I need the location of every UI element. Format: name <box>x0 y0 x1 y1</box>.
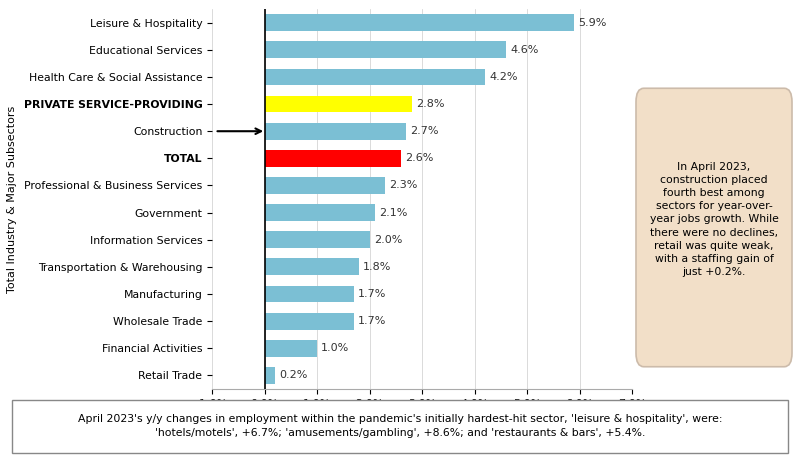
Bar <box>265 340 317 357</box>
Text: 0.2%: 0.2% <box>279 370 307 380</box>
Bar <box>265 177 386 194</box>
Bar <box>265 367 275 384</box>
Text: 4.6%: 4.6% <box>510 45 538 55</box>
Text: 2.6%: 2.6% <box>406 153 434 163</box>
Bar <box>265 14 574 31</box>
Text: 1.8%: 1.8% <box>363 262 391 272</box>
Text: 2.7%: 2.7% <box>410 126 439 136</box>
Bar <box>265 313 354 329</box>
Text: 4.2%: 4.2% <box>490 72 518 82</box>
Text: 2.3%: 2.3% <box>390 181 418 191</box>
Bar <box>265 96 411 112</box>
Text: 2.1%: 2.1% <box>379 207 407 217</box>
Text: 1.7%: 1.7% <box>358 316 386 326</box>
Bar <box>265 231 370 248</box>
Text: 2.0%: 2.0% <box>374 235 402 245</box>
Text: 2.8%: 2.8% <box>416 99 444 109</box>
Text: 1.0%: 1.0% <box>321 344 350 354</box>
Bar <box>265 69 485 86</box>
Text: April 2023's y/y changes in employment within the pandemic's initially hardest-h: April 2023's y/y changes in employment w… <box>78 414 722 438</box>
X-axis label: Y/Y % Change in Number of Jobs: Y/Y % Change in Number of Jobs <box>321 417 523 430</box>
Bar <box>265 150 401 167</box>
Bar <box>265 41 506 58</box>
Bar <box>265 123 406 140</box>
Text: In April 2023,
construction placed
fourth best among
sectors for year-over-
year: In April 2023, construction placed fourt… <box>650 162 778 277</box>
Bar <box>265 258 359 275</box>
Y-axis label: Total Industry & Major Subsectors: Total Industry & Major Subsectors <box>6 106 17 293</box>
Text: 5.9%: 5.9% <box>578 18 607 28</box>
Text: 1.7%: 1.7% <box>358 289 386 299</box>
FancyBboxPatch shape <box>636 88 792 367</box>
Bar <box>265 204 374 221</box>
Bar <box>265 286 354 303</box>
FancyBboxPatch shape <box>12 400 788 453</box>
